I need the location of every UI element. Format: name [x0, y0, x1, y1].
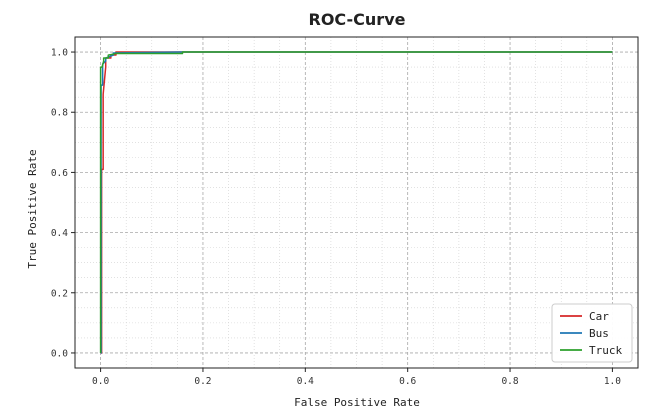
legend-box — [551, 303, 633, 363]
legend-label-bus: Bus — [589, 327, 609, 340]
x-tick-label: 0.4 — [297, 376, 314, 387]
x-tick-label: 0.2 — [194, 376, 211, 387]
y-tick-label: 0.4 — [51, 228, 68, 239]
plot-frame — [74, 36, 639, 369]
y-tick-label: 0.0 — [51, 348, 68, 359]
chart-title: ROC-Curve — [309, 10, 406, 29]
series-line-truck — [99, 51, 613, 353]
y-tick-label: 0.6 — [51, 168, 68, 179]
legend-label-car: Car — [589, 310, 609, 323]
legend: Car Bus Truck — [551, 303, 633, 363]
x-axis-label: False Positive Rate — [294, 396, 420, 409]
legend-label-truck: Truck — [589, 344, 622, 357]
axis-ticks: 0.0 0.2 0.4 0.6 0.8 1.0 0.0 0.2 0.4 0.6 0.8 1.0 — [51, 48, 621, 387]
x-tick-label: 0.6 — [399, 376, 416, 387]
x-tick-label: 0.0 — [92, 376, 109, 387]
y-axis-label: True Positive Rate — [26, 149, 39, 268]
y-tick-label: 0.2 — [51, 288, 68, 299]
y-tick-label: 0.8 — [51, 108, 68, 119]
plot-lines — [99, 51, 613, 354]
y-tick-label: 1.0 — [51, 48, 68, 59]
x-tick-label: 0.8 — [501, 376, 518, 387]
x-tick-label: 1.0 — [604, 376, 621, 387]
